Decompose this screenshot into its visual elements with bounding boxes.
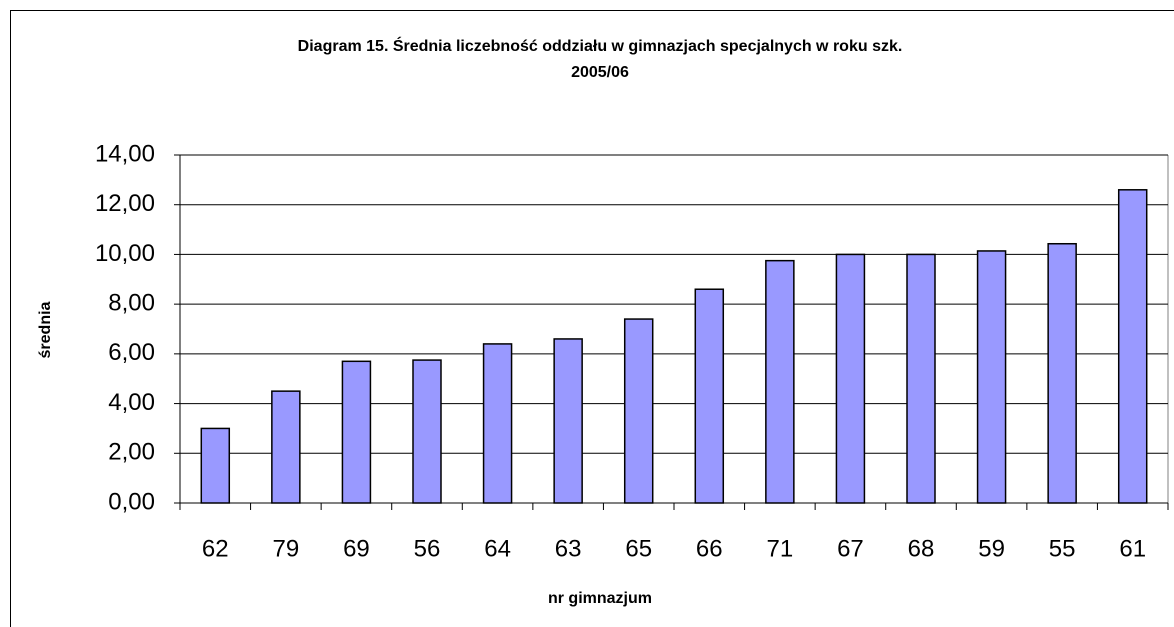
chart-border [10,10,1174,627]
bar [694,288,725,504]
bar [341,360,372,504]
x-tick-label: 79 [273,535,300,562]
x-tick-label: 64 [484,535,511,562]
bar [200,427,231,504]
x-tick-label: 61 [1119,535,1146,562]
x-axis-title: nr gimnazjum [548,590,652,607]
bar [906,253,936,504]
chart-title: Diagram 15. Średnia liczebność oddziału … [298,36,903,55]
bar [482,343,513,504]
bar [835,253,866,504]
x-tick-label: 65 [625,535,652,562]
y-tick-label: 0,00 [108,488,155,515]
bar [765,259,795,504]
y-tick-label: 2,00 [108,439,155,466]
x-tick-label: 67 [837,535,864,562]
y-tick-label: 8,00 [108,289,155,316]
x-tick-label: 71 [767,535,794,562]
x-tick-label: 62 [202,535,229,562]
bar [976,250,1007,504]
x-tick-label: 63 [555,535,582,562]
bar [271,390,301,504]
x-tick-label: 56 [414,535,441,562]
y-tick-label: 4,00 [108,389,155,416]
bar [623,318,654,504]
x-tick-label: 66 [696,535,723,562]
bar [1117,189,1148,504]
y-tick-label: 14,00 [95,140,155,167]
x-tick-label: 55 [1049,535,1076,562]
y-axis-title: średnia [37,301,54,358]
x-tick-label: 68 [908,535,935,562]
y-tick-label: 12,00 [95,190,155,217]
x-tick-label: 59 [978,535,1005,562]
bar [553,338,583,504]
x-tick-label: 69 [343,535,370,562]
bar [1047,242,1077,504]
bar [412,359,442,504]
y-tick-label: 6,00 [108,339,155,366]
y-tick-label: 10,00 [95,240,155,267]
chart-title: 2005/06 [571,64,629,81]
